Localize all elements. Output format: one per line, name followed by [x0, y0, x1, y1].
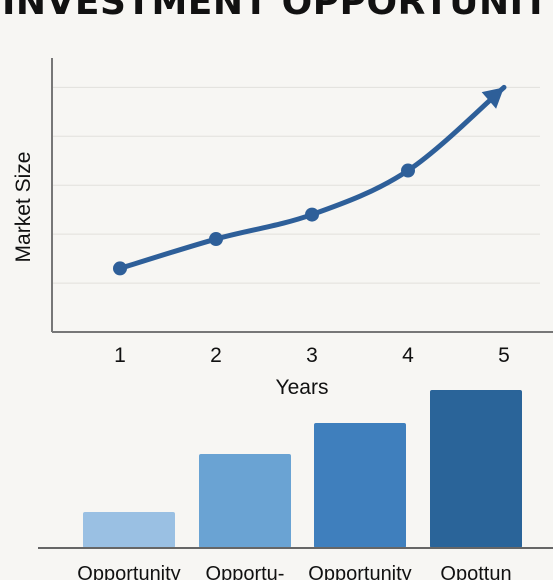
data-points — [113, 163, 415, 276]
bar-category-label: Opportunity — [308, 563, 411, 580]
page-title: INVESTMENT OPPORTUNITY — [2, 0, 553, 23]
bar-category-labels: Opportunity Opportu- Opportunity Opottun — [77, 563, 511, 580]
data-point — [305, 207, 319, 222]
bar-category-label: Opportu- — [206, 563, 285, 580]
bar — [199, 454, 291, 548]
x-tick-label: 4 — [402, 344, 414, 367]
data-point — [113, 261, 127, 276]
x-tick-label: 3 — [306, 344, 318, 367]
bar — [430, 390, 522, 548]
data-point — [209, 232, 223, 247]
x-tick-label: 2 — [210, 344, 222, 367]
x-tick-label: 1 — [114, 344, 126, 367]
data-point — [401, 163, 415, 178]
bar — [314, 423, 406, 548]
bar-chart: Opportunity Opportu- Opportunity Opottun — [38, 390, 553, 580]
bars — [83, 390, 522, 548]
bar — [83, 512, 175, 548]
x-tick-label: 5 — [498, 344, 510, 367]
line-end-arrow — [481, 87, 504, 109]
series-line — [117, 84, 507, 271]
line-chart: Market Size Years 1 2 3 4 5 — [12, 58, 553, 399]
y-axis-label: Market Size — [12, 152, 35, 263]
bar-category-label: Opportunity — [77, 563, 180, 580]
bar-category-label: Opottun — [440, 563, 511, 580]
x-axis-label: Years — [276, 376, 329, 399]
gridlines — [52, 86, 540, 284]
x-tick-labels: 1 2 3 4 5 — [114, 344, 510, 367]
